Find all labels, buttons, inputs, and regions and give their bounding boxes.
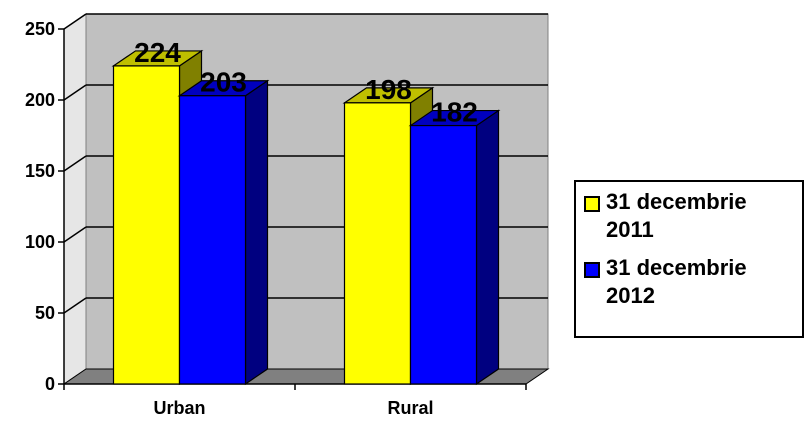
chart-legend: 31 decembrie 2011 31 decembrie 2012 <box>574 180 804 338</box>
legend-swatch-2012 <box>584 262 600 278</box>
legend-item-2011: 31 decembrie 2011 <box>584 188 794 244</box>
legend-label-2011: 31 decembrie 2011 <box>606 188 747 244</box>
legend-item-2012: 31 decembrie 2012 <box>584 254 794 310</box>
legend-swatch-2011 <box>584 196 600 212</box>
y-tick-label-250: 250 <box>25 19 55 39</box>
legend-label-2012-line2: 2012 <box>606 283 655 308</box>
y-tick-label-0: 0 <box>45 374 55 394</box>
bar-rural-2011 <box>343 102 412 385</box>
bar-urban-2012 <box>178 95 247 385</box>
x-category-label-rural: Rural <box>387 398 433 418</box>
y-tick-label-200: 200 <box>25 90 55 110</box>
x-category-label-urban: Urban <box>153 398 205 418</box>
gridline-side-150 <box>63 155 87 172</box>
y-tick-label-100: 100 <box>25 232 55 252</box>
y-tick-label-150: 150 <box>25 161 55 181</box>
data-label-urban-2011: 224 <box>134 37 181 68</box>
data-label-rural-2012: 182 <box>431 97 478 128</box>
legend-label-2011-line2: 2011 <box>606 217 654 242</box>
gridline-side-200 <box>63 84 87 101</box>
chart-side-wall <box>63 13 87 385</box>
gridline-side-100 <box>63 226 87 243</box>
legend-label-2012-line1: 31 decembrie <box>606 255 747 280</box>
data-label-rural-2011: 198 <box>365 74 412 105</box>
bar-rural-2012 <box>409 124 478 385</box>
bar-rural-2012-side <box>475 109 500 386</box>
legend-label-2012: 31 decembrie 2012 <box>606 254 747 310</box>
data-label-urban-2012: 203 <box>200 67 247 98</box>
gridline-side-250 <box>63 13 87 30</box>
legend-label-2011-line1: 31 decembrie <box>606 189 747 214</box>
bar-urban-2012-side <box>244 79 269 386</box>
gridline-side-50 <box>63 297 87 314</box>
bar-urban-2011 <box>112 65 181 385</box>
y-tick-label-50: 50 <box>35 303 55 323</box>
